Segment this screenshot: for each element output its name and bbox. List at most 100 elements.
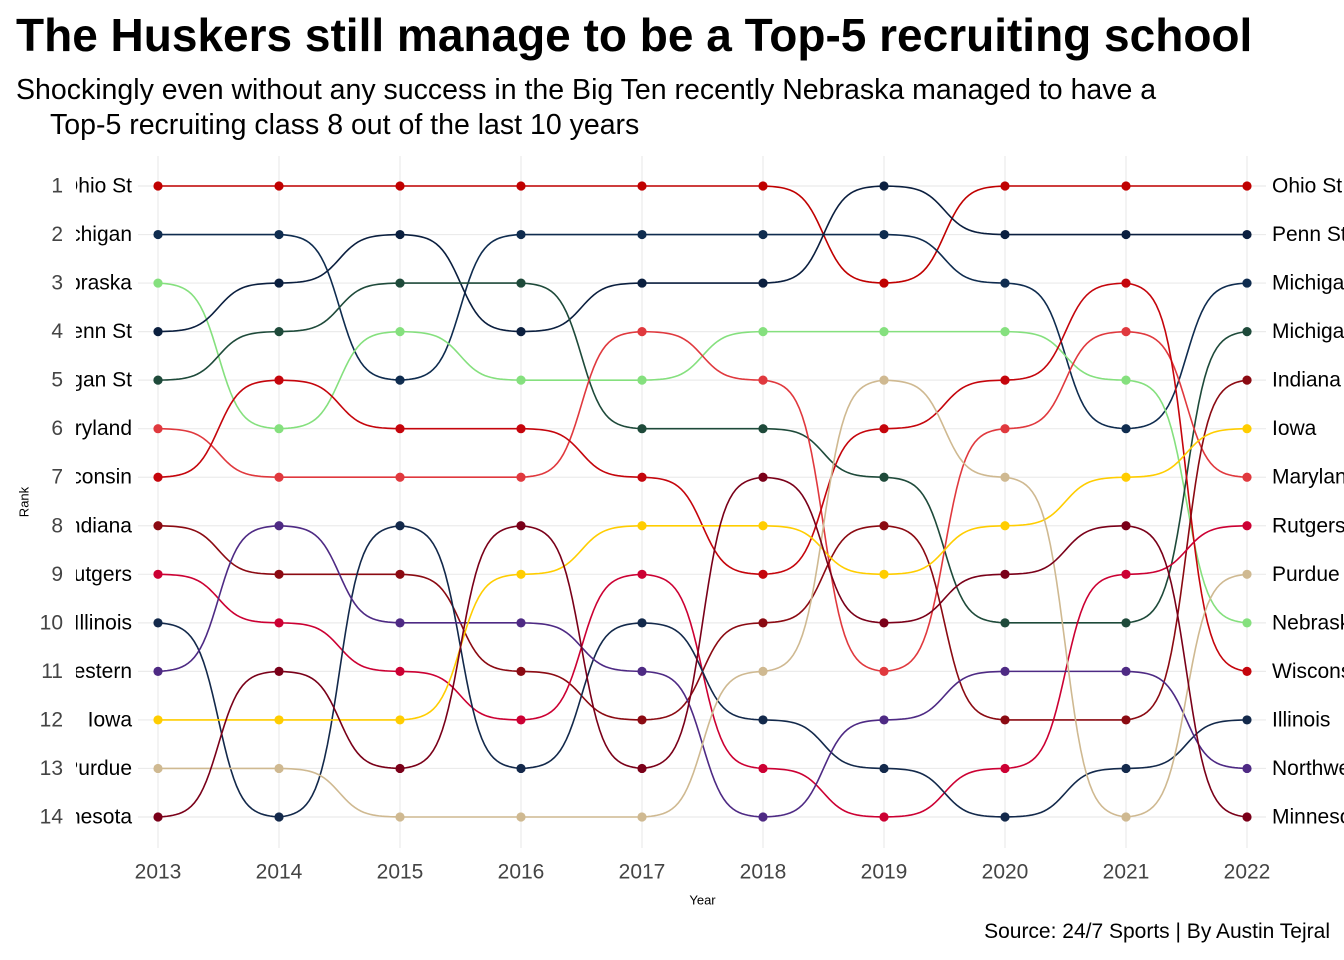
right-label-illinois: Illinois xyxy=(1272,708,1330,731)
chart-subtitle: Shockingly even without any success in t… xyxy=(16,73,1316,143)
right-label-wisconsin: Wisconsin xyxy=(1272,660,1344,683)
point-iowa-2017 xyxy=(637,521,647,531)
point-penn-st-2016 xyxy=(516,327,526,337)
point-rutgers-2015 xyxy=(395,666,405,676)
point-maryland-2016 xyxy=(516,472,526,482)
point-minnesota-2022 xyxy=(1242,812,1252,822)
point-indiana-2020 xyxy=(1000,715,1010,725)
point-nebraska-2018 xyxy=(758,327,768,337)
point-indiana-2016 xyxy=(516,666,526,676)
point-wisconsin-2018 xyxy=(758,569,768,579)
y-tick-label-8: 8 xyxy=(51,514,63,537)
right-label-iowa: Iowa xyxy=(1272,417,1317,440)
point-penn-st-2014 xyxy=(274,278,284,288)
point-michigan-st-2022 xyxy=(1242,327,1252,337)
point-purdue-2021 xyxy=(1121,812,1131,822)
series-line-nebraska xyxy=(157,282,1248,624)
point-maryland-2020 xyxy=(1000,424,1010,434)
x-tick-label-2013: 2013 xyxy=(135,861,182,884)
x-tick-label-2014: 2014 xyxy=(256,861,303,884)
point-iowa-2020 xyxy=(1000,521,1010,531)
point-illinois-2021 xyxy=(1121,763,1131,774)
point-indiana-2021 xyxy=(1121,715,1131,725)
point-rutgers-2019 xyxy=(879,812,889,822)
chart-title: The Huskers still manage to be a Top-5 r… xyxy=(16,9,1253,61)
left-label-rutgers: Rutgers xyxy=(58,563,132,586)
point-ohio-st-2019 xyxy=(879,278,889,288)
point-rutgers-2022 xyxy=(1242,521,1252,531)
point-michigan-2021 xyxy=(1121,424,1131,434)
point-illinois-2017 xyxy=(637,618,647,628)
series-line-minnesota xyxy=(157,476,1248,818)
x-tick-label-2022: 2022 xyxy=(1224,861,1271,884)
point-minnesota-2014 xyxy=(274,666,284,676)
point-wisconsin-2019 xyxy=(879,424,889,434)
x-tick-label-2015: 2015 xyxy=(377,861,424,884)
y-tick-label-4: 4 xyxy=(51,320,63,343)
point-northwestern-2013 xyxy=(153,666,163,676)
point-purdue-2014 xyxy=(274,763,284,774)
right-label-indiana: Indiana xyxy=(1272,369,1341,392)
left-label-penn-st: Penn St xyxy=(57,320,132,343)
left-label-michigan-st: Michigan St xyxy=(22,369,132,392)
y-axis-title: Rank xyxy=(17,486,32,517)
right-label-michigan-st: Michigan St xyxy=(1272,320,1344,343)
point-michigan-st-2019 xyxy=(879,472,889,482)
y-tick-label-2: 2 xyxy=(51,223,63,246)
right-label-ohio-st: Ohio St xyxy=(1272,175,1342,198)
point-michigan-st-2013 xyxy=(153,375,163,385)
point-minnesota-2013 xyxy=(153,812,163,822)
series-line-michigan-st xyxy=(157,282,1248,624)
right-label-minnesota: Minnesota xyxy=(1272,806,1344,829)
point-iowa-2015 xyxy=(395,715,405,725)
point-wisconsin-2020 xyxy=(1000,375,1010,385)
point-michigan-2017 xyxy=(637,229,647,240)
point-northwestern-2020 xyxy=(1000,666,1010,676)
series-line-purdue xyxy=(158,379,1248,818)
point-iowa-2019 xyxy=(879,569,889,579)
point-penn-st-2020 xyxy=(1000,229,1010,240)
point-penn-st-2021 xyxy=(1121,229,1131,240)
point-nebraska-2019 xyxy=(879,327,889,337)
point-ohio-st-2015 xyxy=(395,181,405,191)
point-wisconsin-2013 xyxy=(153,472,163,482)
point-purdue-2017 xyxy=(637,812,647,822)
point-iowa-2021 xyxy=(1121,472,1131,482)
point-michigan-2015 xyxy=(395,375,405,385)
point-michigan-st-2014 xyxy=(274,327,284,337)
right-label-rutgers: Rutgers xyxy=(1272,514,1344,537)
point-illinois-2020 xyxy=(1000,812,1010,822)
point-michigan-st-2016 xyxy=(516,278,526,288)
point-michigan-2013 xyxy=(153,229,163,240)
point-ohio-st-2022 xyxy=(1242,181,1252,191)
left-label-indiana: Indiana xyxy=(63,514,132,537)
point-ohio-st-2020 xyxy=(1000,181,1010,191)
right-label-northwestern: Northwestern xyxy=(1272,757,1344,780)
point-maryland-2014 xyxy=(274,472,284,482)
point-rutgers-2020 xyxy=(1000,763,1010,774)
point-illinois-2019 xyxy=(879,763,889,774)
point-nebraska-2013 xyxy=(153,278,163,288)
point-wisconsin-2017 xyxy=(637,472,647,482)
series-line-maryland xyxy=(157,330,1248,673)
point-indiana-2013 xyxy=(153,521,163,531)
point-rutgers-2018 xyxy=(758,763,768,774)
left-label-nebraska: Nebraska xyxy=(42,272,132,295)
left-label-minnesota: Minnesota xyxy=(35,806,132,829)
right-team-labels: Ohio St Michigan Nebraska Penn St Michigan S… xyxy=(1272,175,1344,829)
point-penn-st-2022 xyxy=(1242,229,1252,240)
point-minnesota-2020 xyxy=(1000,569,1010,579)
point-illinois-2018 xyxy=(758,715,768,725)
point-purdue-2018 xyxy=(758,666,768,676)
right-label-penn-st: Penn St xyxy=(1272,223,1344,246)
point-minnesota-2021 xyxy=(1121,521,1131,531)
right-label-maryland: Maryland xyxy=(1272,466,1344,489)
x-tick-label-2021: 2021 xyxy=(1103,861,1150,884)
x-tick-label-2017: 2017 xyxy=(619,861,666,884)
point-iowa-2016 xyxy=(516,569,526,579)
x-tick-label-2019: 2019 xyxy=(861,861,908,884)
point-illinois-2015 xyxy=(395,521,405,531)
point-wisconsin-2021 xyxy=(1121,278,1131,288)
series-points xyxy=(153,181,1252,822)
